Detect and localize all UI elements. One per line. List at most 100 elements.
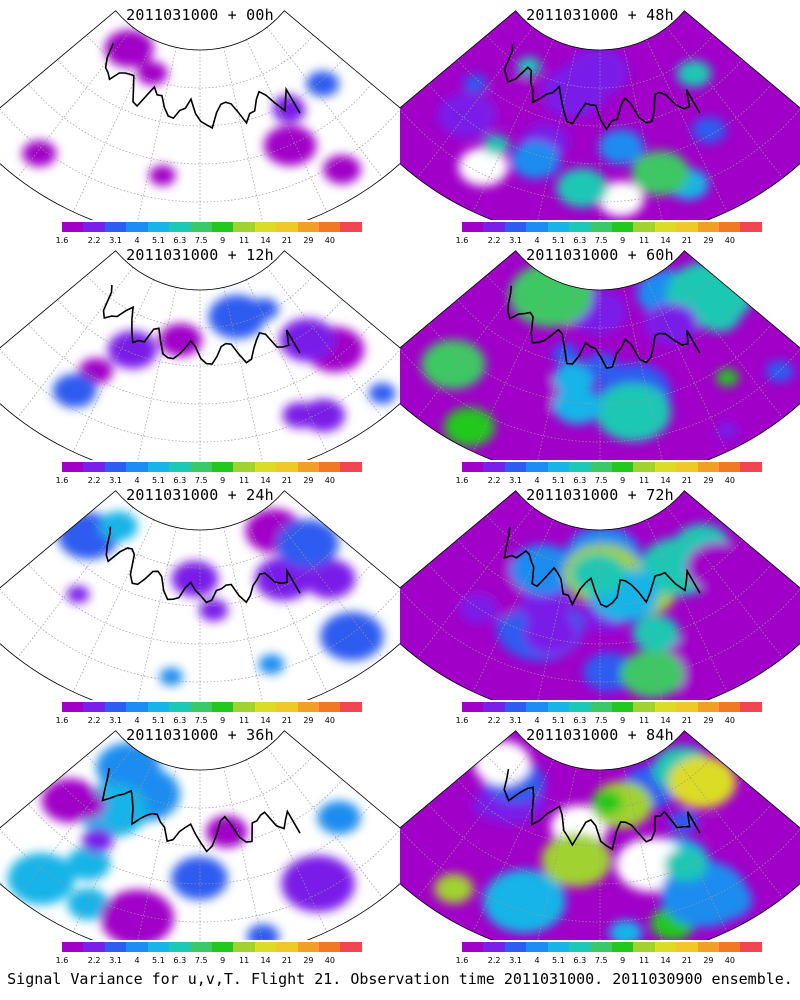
colorbar-swatch [211, 222, 234, 232]
colorbar-label: 9 [220, 476, 226, 485]
colorbar-label: 3.1 [509, 476, 522, 485]
figure-caption: Signal Variance for u,v,T. Flight 21. Ob… [7, 970, 793, 988]
colorbar-label: 40 [324, 956, 335, 965]
colorbar-label: 3.1 [109, 476, 122, 485]
graticule [0, 267, 400, 460]
colorbar-label: 4 [534, 956, 540, 965]
colorbar-label: 6.3 [173, 476, 187, 485]
colorbar-label: 5.1 [152, 476, 165, 485]
colorbar-swatch [83, 222, 105, 232]
variance-blob [136, 61, 168, 86]
colorbar-label: 40 [324, 236, 335, 245]
variance-blob [306, 71, 340, 97]
colorbar-label: 2.2 [487, 476, 501, 485]
colorbar-swatch [126, 702, 148, 712]
colorbar-swatch [547, 702, 570, 712]
variance-blob [52, 373, 97, 408]
variance-blob [304, 559, 356, 599]
colorbar-swatch [233, 942, 255, 952]
colorbar-label: 40 [724, 476, 735, 485]
variance-blob [482, 134, 510, 156]
colorbar-label: 21 [281, 716, 293, 725]
colorbar-label: 7.5 [194, 956, 208, 965]
variance-blob [171, 560, 219, 597]
variance-blob [556, 167, 608, 208]
colorbar [62, 702, 362, 712]
colorbar-swatch [190, 942, 212, 952]
colorbar-labels: 1.6 2.2 3.1 4 5.1 6.3 7.5 9 11 14 21 29 40 [456, 236, 762, 246]
panel-title: 2011031000 + 24h [126, 486, 274, 504]
colorbar-swatch [526, 222, 548, 232]
colorbar-label: 1.6 [55, 956, 69, 965]
variance-blob [620, 649, 684, 699]
colorbar-label: 11 [239, 716, 250, 725]
colorbar-swatch [169, 462, 191, 472]
colorbar-swatch [233, 462, 255, 472]
colorbar-swatch [547, 942, 570, 952]
map-boundary [400, 250, 800, 460]
variance-blob [516, 57, 542, 76]
colorbar-label: 3.1 [109, 956, 122, 965]
colorbar-label: 11 [639, 236, 650, 245]
variance-blob [246, 924, 280, 940]
colorbar-label: 40 [724, 956, 735, 965]
colorbar-swatch [654, 222, 677, 232]
variance-map [0, 250, 400, 460]
colorbar-swatch [569, 462, 591, 472]
colorbar-swatch [611, 222, 634, 232]
colorbar-labels: 1.6 2.2 3.1 4 5.1 6.3 7.5 9 11 14 21 29 40 [56, 716, 362, 726]
variance-blob [368, 382, 396, 404]
colorbar-label: 21 [681, 716, 693, 725]
variance-blob [664, 848, 708, 882]
colorbar [462, 942, 762, 952]
variance-blob [208, 294, 266, 339]
colorbar-swatch [319, 462, 341, 472]
variance-blob [571, 553, 626, 595]
panel-title: 2011031000 + 36h [126, 726, 274, 744]
variance-blob [100, 889, 175, 940]
colorbar-swatch [147, 942, 170, 952]
variance-blob [434, 873, 474, 904]
variance-blob [510, 544, 576, 595]
variance-field [400, 490, 800, 700]
colorbar-swatch [190, 222, 212, 232]
colorbar-label: 2.2 [487, 236, 501, 245]
panel-title: 2011031000 + 00h [126, 6, 274, 24]
colorbar-label: 7.5 [594, 716, 608, 725]
variance-blob [67, 888, 110, 921]
colorbar-label: 29 [703, 956, 714, 965]
colorbar-label: 7.5 [594, 956, 608, 965]
variance-blob [272, 97, 306, 123]
colorbar-label: 14 [660, 716, 671, 725]
colorbar-label: 4 [134, 716, 140, 725]
variance-blob [591, 790, 623, 815]
colorbar-swatch [104, 942, 127, 952]
colorbar-swatch [654, 462, 677, 472]
variance-blob [463, 74, 488, 93]
colorbar-swatch [611, 702, 634, 712]
colorbar-swatch [590, 462, 612, 472]
colorbar-label: 29 [303, 236, 314, 245]
colorbar-label: 4 [134, 476, 140, 485]
variance-blob [171, 856, 228, 900]
colorbar-swatch [504, 942, 527, 952]
colorbar-swatch [340, 462, 362, 472]
variance-field [0, 490, 400, 700]
variance-blob [199, 599, 229, 622]
graticule [400, 747, 800, 940]
colorbar-swatch [62, 702, 84, 712]
colorbar-swatch [504, 462, 527, 472]
colorbar-swatch [211, 702, 234, 712]
variance-blob [473, 740, 531, 786]
colorbar-swatch [526, 462, 548, 472]
colorbar-swatch [569, 702, 591, 712]
variance-blob [487, 78, 545, 123]
colorbar-label: 9 [620, 716, 626, 725]
variance-map [0, 730, 400, 940]
variance-blob [159, 667, 183, 686]
variance-blob [66, 846, 111, 881]
colorbar-swatch [697, 942, 720, 952]
variance-blob [553, 361, 596, 395]
colorbar-swatch [740, 462, 762, 472]
graticule [400, 267, 800, 460]
